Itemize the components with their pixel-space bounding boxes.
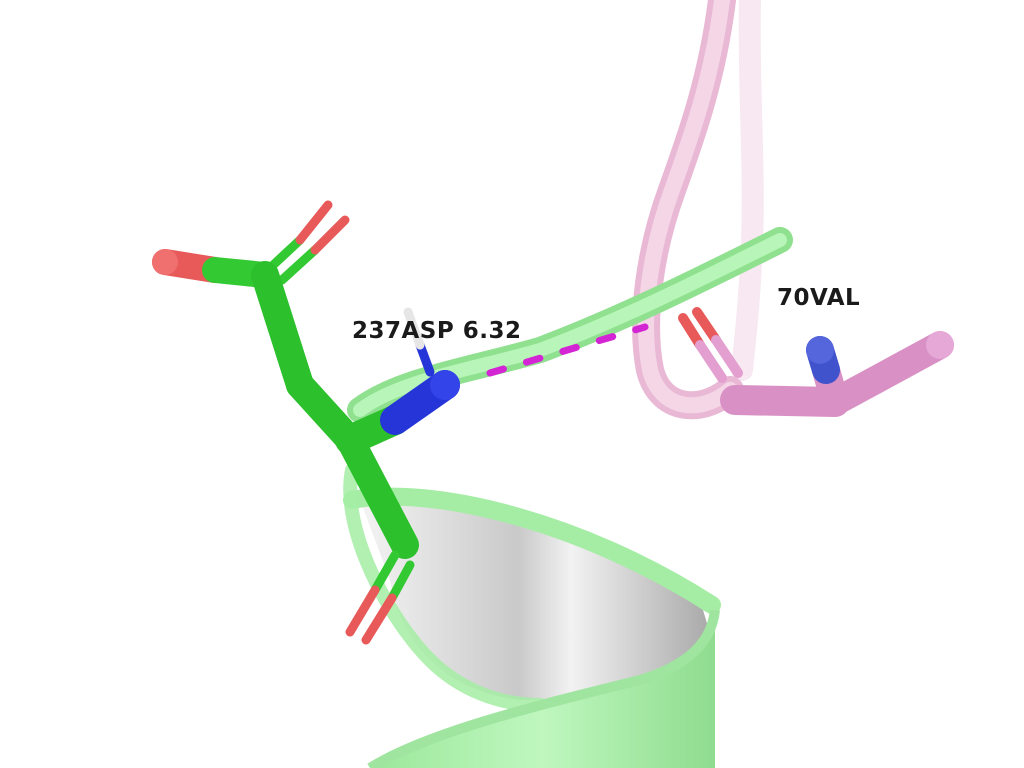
- chain-b-loop-ribbon: [632, 0, 764, 420]
- hydrogen-bond-dashes: [486, 323, 649, 377]
- atom-caps: [152, 249, 954, 400]
- residue-asp-237-sticks: [152, 200, 460, 645]
- residue-label-val: 70VAL: [777, 285, 861, 311]
- residue-label-asp: 237ASP 6.32: [352, 318, 522, 344]
